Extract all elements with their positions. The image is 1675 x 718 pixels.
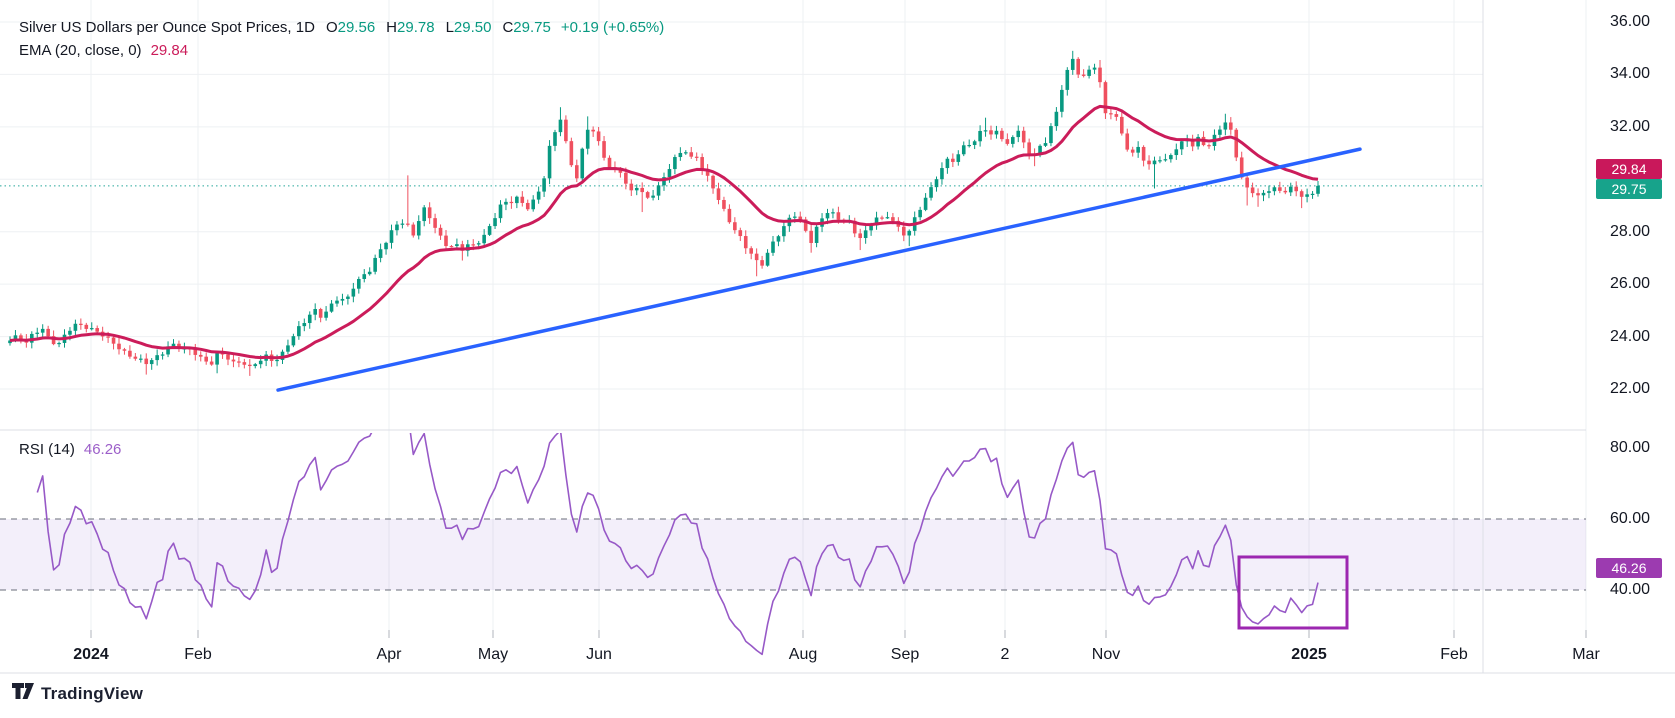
tradingview-logo[interactable]: TradingView [12, 683, 143, 704]
rsi-value: 46.26 [83, 441, 122, 458]
open-label: O [325, 19, 338, 36]
ema-line[interactable] [9, 104, 1319, 360]
rsi-line[interactable] [36, 409, 1319, 656]
time-tick-label: May [477, 646, 509, 663]
price-axis[interactable]: 36.00 34.00 32.00 28.00 26.00 24.00 22.00 80.00… [1483, 0, 1675, 673]
symbol-title[interactable]: Silver US Dollars per Ounce Spot Prices,… [19, 19, 315, 36]
ema-price-tag: 29.84 [1596, 159, 1662, 179]
ema-label[interactable]: EMA (20, close, 0) [19, 42, 142, 59]
time-tick-label: Feb [184, 646, 212, 663]
rsi-legend: RSI (14) 46.26 [19, 438, 121, 461]
time-tick-label: Nov [1091, 646, 1121, 663]
price-tick-label: 36.00 [1610, 13, 1651, 30]
rectangle-drawing[interactable] [1237, 555, 1349, 630]
close-label: C [502, 19, 514, 36]
time-tick-label: 2024 [73, 646, 109, 663]
price-tick-label: 32.00 [1610, 117, 1651, 135]
time-tick-label: 2025 [1291, 646, 1327, 663]
time-tick-label: 2 [1000, 646, 1010, 663]
time-tick-label: Apr [376, 646, 402, 663]
ema-legend-row: EMA (20, close, 0) 29.84 [19, 39, 664, 62]
time-axis[interactable]: 2024 Feb Apr May Jun Aug Sep 2 Nov 2025 Feb Mar [0, 638, 1675, 673]
rsi-tick-label: 40.00 [1610, 581, 1651, 598]
close-value: 29.75 [513, 19, 551, 36]
time-tick-label: Feb [1440, 646, 1468, 663]
time-tick-label: Aug [788, 646, 818, 663]
tradingview-logo-icon [12, 683, 34, 704]
main-chart-legend: Silver US Dollars per Ounce Spot Prices,… [19, 16, 664, 62]
price-tick-label: 34.00 [1610, 65, 1651, 83]
rsi-label[interactable]: RSI (14) [19, 441, 75, 458]
trendline-drawing[interactable] [276, 147, 1362, 392]
price-tick-label: 26.00 [1610, 275, 1651, 293]
symbol-legend-row: Silver US Dollars per Ounce Spot Prices,… [19, 16, 664, 39]
rsi-tick-label: 60.00 [1610, 510, 1651, 527]
last-price-tag: 29.75 [1596, 179, 1662, 199]
time-tick-label: Sep [890, 646, 920, 663]
high-label: H [386, 19, 398, 36]
time-tick-label: Jun [586, 646, 612, 663]
rsi-band [0, 518, 1586, 591]
open-value: 29.56 [337, 19, 376, 36]
rsi-tick-label: 80.00 [1610, 439, 1651, 456]
price-tick-label: 28.00 [1610, 222, 1651, 240]
time-tick-label: Mar [1572, 646, 1600, 663]
candlestick-series[interactable] [8, 50, 1320, 376]
high-value: 29.78 [397, 19, 435, 36]
low-label: L [445, 19, 454, 36]
low-value: 29.50 [453, 19, 492, 36]
price-tick-label: 22.00 [1610, 380, 1651, 397]
price-change: +0.19 (+0.65%) [560, 19, 665, 36]
pane-separators [0, 0, 1675, 674]
rsi-value-tag: 46.26 [1596, 558, 1662, 578]
ema-value: 29.84 [150, 42, 189, 59]
tradingview-logo-text: TradingView [41, 683, 144, 703]
price-tick-label: 24.00 [1610, 327, 1651, 345]
